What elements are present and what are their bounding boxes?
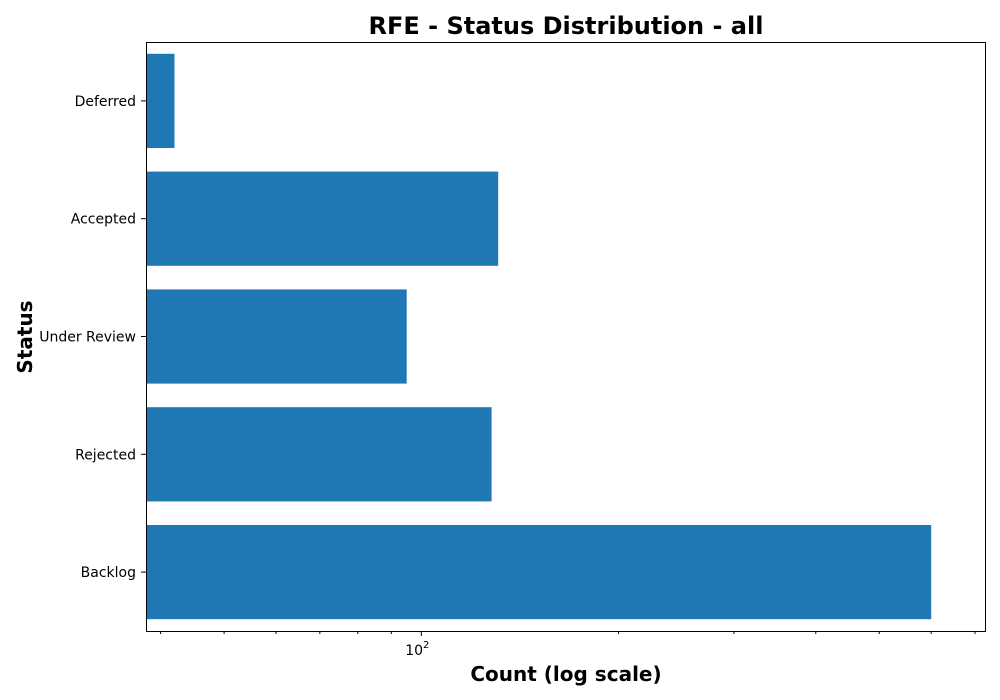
y-tick-label: Deferred [75,94,136,110]
bar-under-review [146,289,407,384]
y-tick-label: Under Review [39,330,136,346]
x-axis-ticks: 102 [160,631,976,659]
bar-backlog [146,525,932,620]
y-tick-label: Accepted [71,212,136,228]
plot-frame [146,42,986,632]
bar-accepted [146,171,499,266]
chart-title: RFE - Status Distribution - all [369,12,764,40]
y-tick-label: Rejected [75,447,136,463]
y-tick-label: Backlog [81,565,136,581]
bars [146,53,932,620]
x-axis-label: Count (log scale) [470,662,661,686]
bar-rejected [146,407,492,502]
y-axis-ticks: Backlog Rejected Under Review Accepted Defer… [39,94,146,581]
x-tick-label: 102 [405,640,429,659]
y-axis-label: Status [13,300,37,373]
bar-deferred [146,53,175,148]
